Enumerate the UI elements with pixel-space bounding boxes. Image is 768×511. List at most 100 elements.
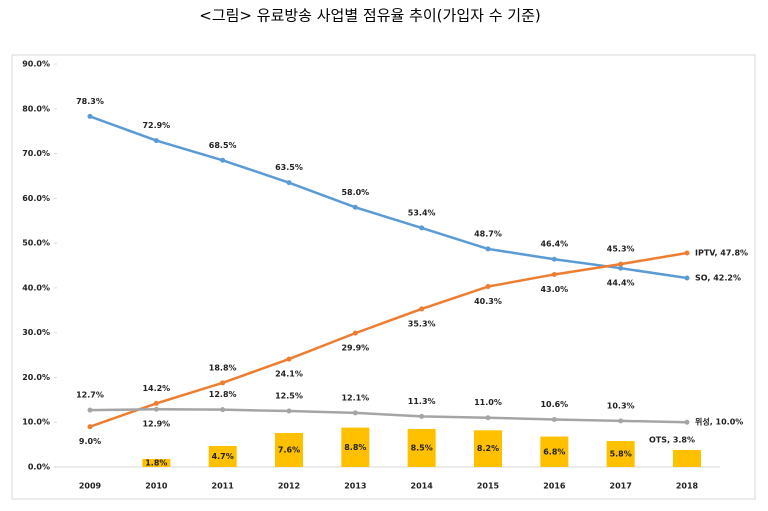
point — [220, 407, 226, 413]
point — [485, 246, 491, 252]
data-label: 29.9% — [341, 344, 369, 353]
y-tick-label: 90.0% — [22, 60, 50, 69]
data-label: 6.8% — [543, 447, 565, 456]
y-tick-label: 10.0% — [22, 418, 50, 427]
point — [684, 419, 690, 425]
data-label: 40.3% — [474, 297, 502, 306]
data-label: 10.3% — [607, 401, 635, 410]
data-label: 11.0% — [474, 398, 502, 407]
bar — [673, 449, 701, 467]
data-label: 12.1% — [341, 393, 369, 402]
data-label: 12.7% — [76, 391, 104, 400]
data-label: 14.2% — [142, 384, 170, 393]
point — [618, 265, 624, 271]
data-label: 4.7% — [212, 452, 234, 461]
x-tick-label: 2017 — [610, 482, 632, 491]
data-label: 53.4% — [408, 208, 436, 217]
point — [419, 306, 425, 312]
x-tick-label: 2011 — [212, 482, 235, 491]
data-label: 7.6% — [278, 445, 300, 454]
data-label: 12.5% — [275, 392, 303, 401]
point — [419, 413, 425, 419]
y-tick-label: 50.0% — [22, 239, 50, 248]
chart-frame — [11, 54, 756, 500]
y-tick-label: 0.0% — [28, 463, 50, 472]
point — [87, 407, 93, 413]
y-tick-label: 20.0% — [22, 373, 50, 382]
bar — [540, 436, 569, 467]
x-tick-label: 2010 — [145, 482, 168, 491]
point — [286, 408, 292, 414]
point — [87, 424, 93, 430]
data-label: 10.6% — [540, 400, 568, 409]
point — [286, 180, 292, 186]
bar — [208, 445, 237, 467]
point — [153, 406, 159, 412]
bar — [142, 458, 171, 467]
data-label: 8.5% — [411, 443, 433, 452]
point — [220, 380, 226, 386]
data-label: 위성, 10.0% — [695, 417, 743, 427]
line-series — [89, 251, 688, 428]
x-tick-label: 2018 — [676, 482, 699, 491]
data-label: 5.8% — [610, 450, 632, 459]
point — [419, 225, 425, 231]
chart-title: <그림> 유료방송 사업별 점유율 추이(가입자 수 기준) — [199, 7, 540, 25]
data-label: 63.5% — [275, 163, 303, 172]
line-series — [89, 407, 688, 424]
point — [153, 138, 159, 144]
data-label: 24.1% — [275, 370, 303, 379]
data-label: SO, 42.2% — [695, 274, 741, 283]
point — [220, 157, 226, 163]
point — [684, 250, 690, 256]
data-label: 18.8% — [209, 363, 237, 372]
y-tick-label: 70.0% — [22, 149, 50, 158]
data-label: 8.8% — [344, 443, 366, 452]
y-tick-label: 40.0% — [22, 283, 50, 292]
data-label: 8.2% — [477, 444, 499, 453]
data-label: 35.3% — [408, 319, 436, 328]
x-tick-label: 2012 — [278, 482, 300, 491]
bar — [341, 427, 370, 467]
data-label: 1.8% — [145, 458, 167, 467]
bar — [275, 432, 303, 467]
point — [551, 417, 557, 423]
point — [485, 415, 491, 421]
point — [618, 418, 624, 424]
bar — [606, 441, 635, 467]
x-tick-label: 2014 — [411, 482, 434, 491]
line-series — [89, 115, 688, 280]
data-label: 48.7% — [474, 229, 502, 238]
point — [352, 204, 358, 210]
point — [286, 356, 292, 362]
point — [485, 284, 491, 290]
data-label: OTS, 3.8% — [649, 435, 695, 444]
data-label: 58.0% — [341, 188, 369, 197]
point — [684, 275, 690, 281]
bar — [407, 428, 436, 467]
y-tick-label: 60.0% — [22, 194, 50, 203]
point — [618, 261, 624, 267]
bar — [474, 430, 502, 467]
x-tick-label: 2016 — [543, 482, 566, 491]
data-label: 12.8% — [209, 390, 237, 399]
point — [551, 256, 557, 262]
data-label: 68.5% — [209, 141, 237, 150]
x-tick-label: 2009 — [79, 482, 102, 491]
point — [352, 410, 358, 416]
data-label: 78.3% — [76, 97, 104, 106]
point — [551, 271, 557, 277]
data-label: 46.4% — [540, 240, 568, 249]
data-label: 72.9% — [142, 121, 170, 130]
point — [87, 113, 93, 119]
data-label: 12.9% — [142, 420, 170, 429]
y-tick-label: 80.0% — [22, 104, 50, 113]
data-label: 11.3% — [408, 397, 436, 406]
x-tick-label: 2013 — [344, 482, 366, 491]
data-label: 43.0% — [540, 285, 568, 294]
data-label: 45.3% — [607, 245, 635, 254]
point — [352, 330, 358, 336]
x-tick-label: 2015 — [477, 482, 500, 491]
data-label: IPTV, 47.8% — [695, 248, 748, 257]
